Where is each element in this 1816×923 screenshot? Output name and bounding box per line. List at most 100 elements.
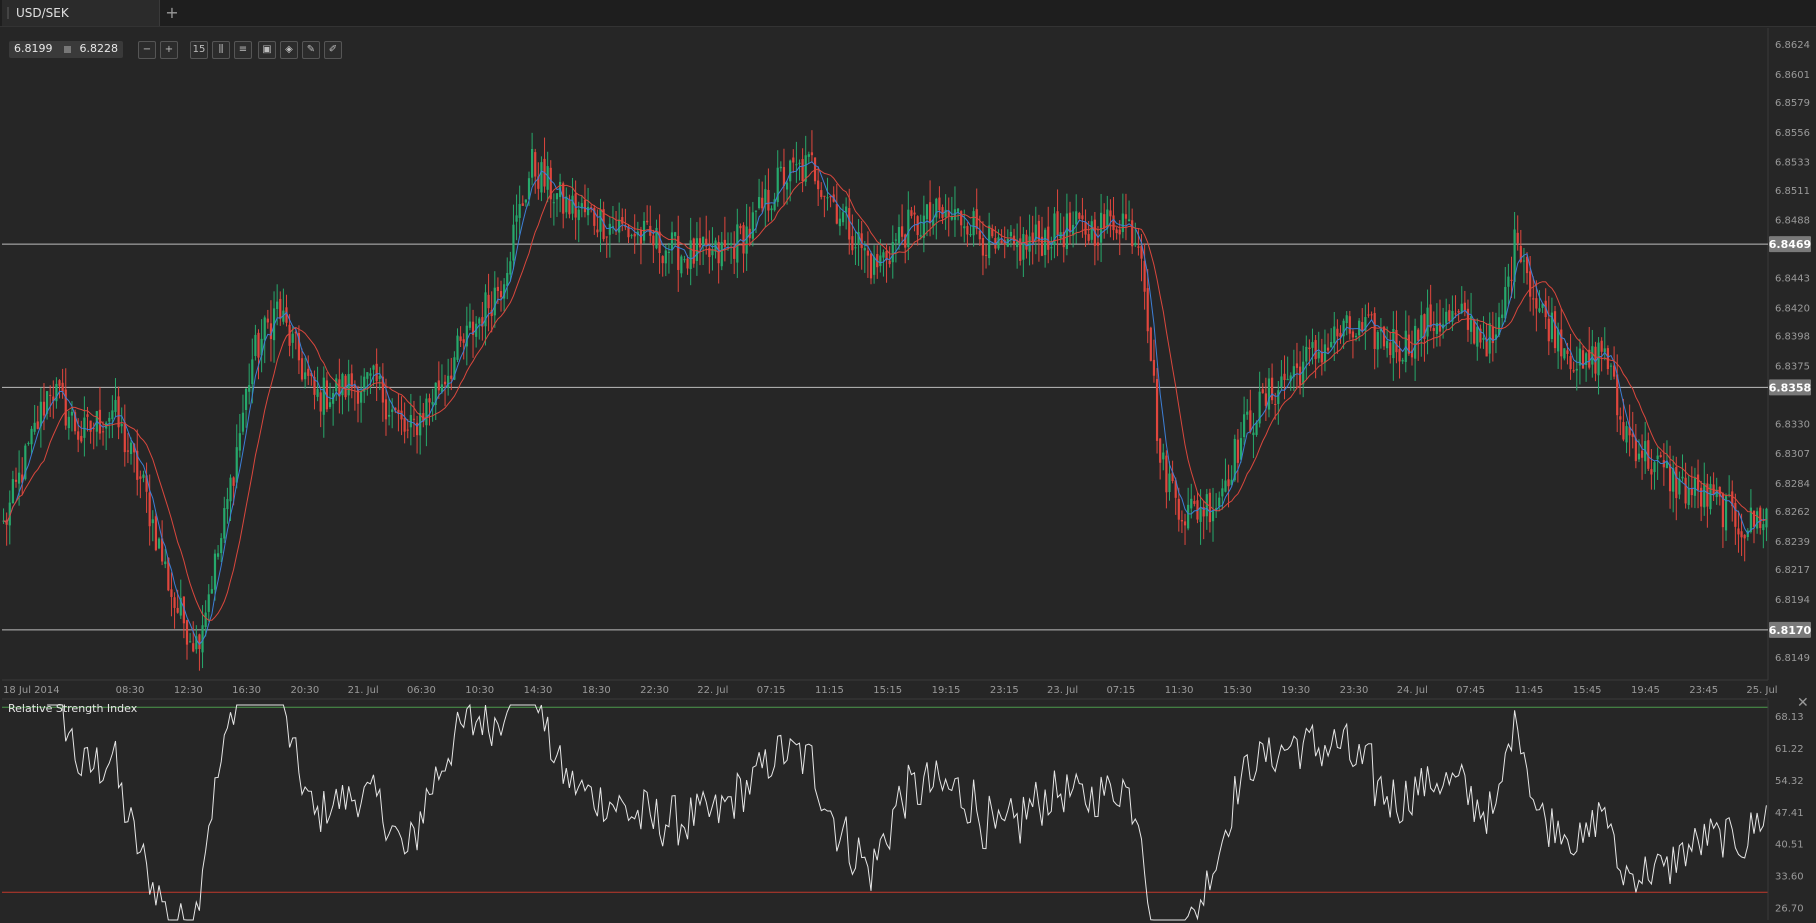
candle	[1205, 488, 1208, 530]
candle	[216, 545, 220, 560]
candle	[1597, 337, 1600, 395]
candle	[185, 619, 189, 660]
chart-template-icon[interactable]: ▣	[258, 41, 276, 59]
candle	[838, 207, 842, 236]
candle	[244, 388, 248, 428]
candle	[440, 364, 444, 394]
time-tick-label: 19:30	[1281, 685, 1310, 696]
candle	[829, 195, 832, 208]
candle	[1675, 456, 1678, 521]
candle	[422, 402, 425, 428]
candle	[1246, 399, 1249, 420]
close-icon[interactable]: ✕	[1797, 695, 1809, 711]
candle	[1081, 197, 1084, 238]
level-price-tag	[1769, 379, 1811, 396]
candle-type-icon[interactable]: ⫼	[212, 41, 230, 59]
candle	[515, 194, 518, 241]
candle	[919, 214, 922, 240]
candle	[618, 202, 621, 243]
candle	[419, 395, 422, 455]
timeframe-icon[interactable]: 15	[190, 41, 208, 59]
price-tick-label: 6.8556	[1775, 128, 1810, 139]
candle	[471, 309, 475, 358]
candle	[189, 633, 192, 643]
time-tick-label: 15:15	[873, 685, 902, 696]
level-label: 6.8170	[1769, 624, 1812, 637]
add-tab-button[interactable]: +	[165, 3, 179, 22]
candle	[1146, 269, 1149, 344]
candle	[568, 194, 571, 219]
candle	[947, 197, 950, 237]
candle	[565, 187, 568, 219]
time-tick-label: 07:15	[757, 685, 786, 696]
candle	[658, 214, 661, 274]
objects-icon[interactable]: ◈	[280, 41, 298, 59]
time-tick-label: 22. Jul	[697, 685, 728, 696]
candle	[667, 242, 671, 274]
price-tick-label: 6.8601	[1775, 70, 1810, 81]
candle	[1640, 434, 1644, 480]
price-tick-label: 6.8149	[1775, 653, 1810, 664]
candle	[639, 226, 643, 265]
candle	[1215, 493, 1218, 519]
candle	[167, 557, 170, 592]
candle	[670, 221, 674, 264]
candle	[412, 400, 416, 438]
candle	[462, 333, 465, 360]
candle	[148, 474, 151, 546]
candle	[1162, 443, 1165, 471]
candle	[1180, 510, 1184, 534]
candle	[443, 374, 447, 407]
candle	[1628, 404, 1631, 457]
candle	[767, 168, 770, 222]
candle	[807, 151, 810, 164]
candle	[1044, 227, 1047, 268]
candle	[813, 157, 817, 185]
indicators-icon[interactable]: ≡	[234, 41, 252, 59]
candle	[577, 201, 580, 243]
candle	[1367, 302, 1370, 318]
candle	[1728, 475, 1731, 498]
candle	[1382, 325, 1386, 350]
candle	[226, 487, 229, 524]
candle	[456, 328, 459, 363]
tab-grip[interactable]	[7, 7, 9, 19]
candle	[1333, 311, 1336, 362]
candle	[956, 208, 960, 221]
candle	[907, 191, 910, 261]
zoom-out-icon[interactable]: −	[138, 41, 156, 59]
candle	[248, 363, 251, 405]
candle	[1065, 193, 1068, 256]
candle	[406, 418, 409, 439]
candle	[201, 605, 204, 669]
candle	[1625, 421, 1628, 454]
candle	[11, 470, 14, 504]
candle	[1211, 487, 1215, 542]
candle	[1762, 508, 1765, 549]
tab-usd-sek[interactable]: USD/SEK	[2, 0, 160, 26]
price-tick-label: 6.8217	[1775, 565, 1810, 576]
pencil-icon[interactable]: ✐	[324, 41, 342, 59]
candle	[1103, 203, 1106, 239]
candle	[1295, 342, 1299, 389]
quote-box[interactable]: 6.8199 6.8228	[9, 41, 123, 58]
candle	[1034, 206, 1037, 255]
candle	[465, 306, 468, 366]
level-price-tag	[1769, 236, 1811, 253]
rsi-line	[47, 703, 1767, 921]
candle	[1718, 486, 1721, 506]
candle	[751, 201, 754, 247]
time-tick-label: 23. Jul	[1047, 685, 1078, 696]
candle	[1731, 480, 1734, 522]
candle	[1159, 438, 1162, 480]
candle	[1261, 383, 1264, 394]
price-tick-label: 6.8398	[1775, 332, 1810, 343]
candle	[925, 203, 929, 237]
candle	[739, 223, 742, 235]
candle	[1706, 473, 1709, 528]
price-tick-label: 6.8239	[1775, 537, 1810, 548]
drawing-icon[interactable]: ✎	[302, 41, 320, 59]
zoom-in-icon[interactable]: +	[160, 41, 178, 59]
candle	[1644, 421, 1647, 474]
